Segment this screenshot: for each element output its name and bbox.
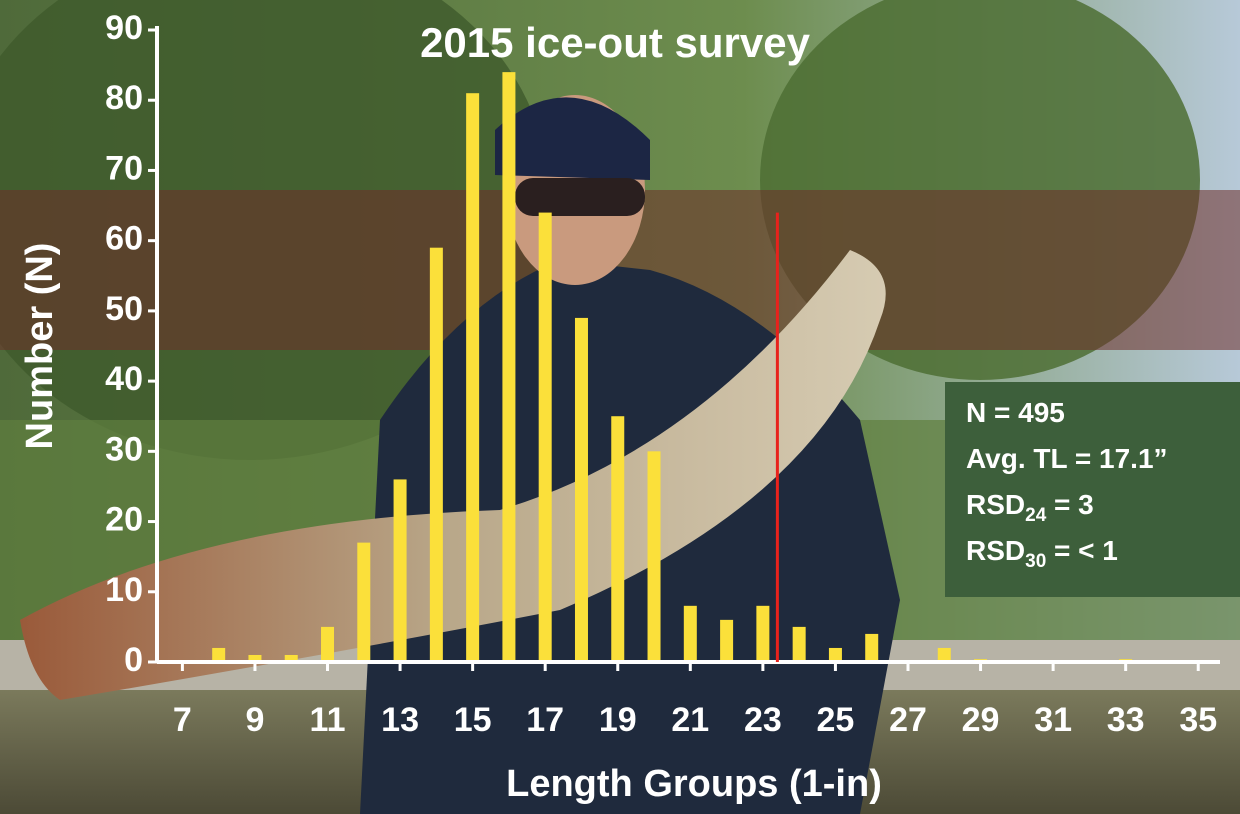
bar [865,633,879,662]
bar [647,451,661,662]
annotation-line: Avg. TL = 17.1” [966,443,1168,474]
x-tick-label: 25 [817,701,855,739]
bar [429,247,443,662]
x-tick-label: 9 [245,701,264,739]
annotation-box [945,382,1240,597]
annotation-line: RSD30 = < 1 [966,535,1118,572]
annotation-subscript: 24 [1025,505,1047,526]
x-tick-label: 33 [1107,701,1145,739]
x-tick-label: 23 [744,701,782,739]
annotation-text: N = 495 [966,397,1065,428]
x-tick-label: 17 [526,701,564,739]
bar [538,212,552,663]
bar [393,479,407,662]
x-tick-label: 21 [671,701,709,739]
y-tick-label: 50 [105,290,143,328]
annotation-line: N = 495 [966,397,1065,428]
bar [466,93,480,662]
y-tick-label: 10 [105,571,143,609]
chart-title: 2015 ice-out survey [420,19,811,66]
bar [756,605,770,662]
bar [284,654,298,662]
y-tick-label: 20 [105,501,143,539]
bar [792,626,806,662]
y-axis-title: Number (N) [19,243,61,450]
annotation-text: Avg. TL = 17.1” [966,443,1168,474]
bar [828,647,842,662]
annotation-text: RSD [966,489,1025,520]
bar [683,605,697,662]
x-tick-label: 15 [454,701,492,739]
y-tick-label: 70 [105,149,143,187]
bar [502,72,516,663]
bar [212,647,226,662]
x-tick-label: 35 [1179,701,1217,739]
bar [321,626,335,662]
x-tick-label: 13 [381,701,419,739]
x-tick-label: 29 [962,701,1000,739]
bar [720,619,734,662]
annotation-subscript: 30 [1025,551,1046,572]
x-tick-label: 19 [599,701,637,739]
bar [357,542,371,662]
y-tick-label: 90 [105,9,143,47]
annotation-text: = 3 [1046,489,1093,520]
annotation-line: RSD24 = 3 [966,489,1094,526]
y-tick-label: 80 [105,79,143,117]
y-tick-label: 40 [105,360,143,398]
x-axis-title: Length Groups (1-in) [506,763,882,805]
bar [937,647,951,662]
y-tick-label: 30 [105,430,143,468]
x-tick-label: 27 [889,701,927,739]
bar [574,317,588,662]
x-tick-label: 31 [1034,701,1072,739]
bar [611,416,625,662]
y-tick-label: 0 [124,641,143,679]
annotation-text: RSD [966,535,1025,566]
x-tick-label: 11 [310,701,346,739]
x-tick-label: 7 [173,701,192,739]
bar [248,654,262,662]
annotation-text: = < 1 [1046,535,1118,566]
y-tick-label: 60 [105,220,143,258]
